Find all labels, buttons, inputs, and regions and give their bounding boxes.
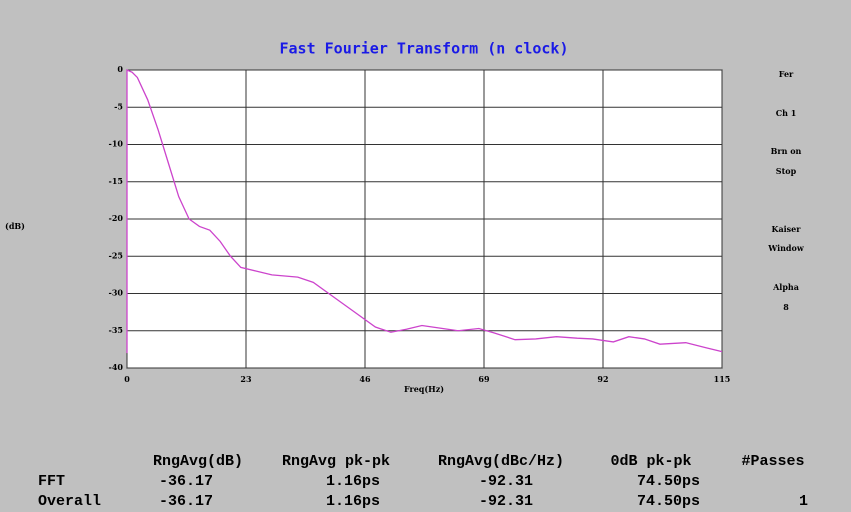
y-tick-label: -35 [109,325,123,335]
table-header: RngAvg(dBc/Hz) [438,453,564,470]
status-label: Brn on [771,146,802,156]
chart-title: Fast Fourier Transform (n clock) [280,40,569,58]
x-tick-label: 69 [478,374,490,384]
row-label: Overall [38,493,101,510]
y-tick-label: -30 [109,288,124,298]
x-tick-label: 0 [124,374,130,384]
status-label: Stop [776,166,797,176]
table-cell: -92.31 [479,473,533,490]
x-axis-label: Freq(Hz) [404,384,444,394]
row-label: FFT [38,473,65,490]
y-tick-label: -25 [109,250,123,260]
status-label: Ch 1 [776,108,797,118]
table-cell: 1.16ps [326,473,380,490]
y-tick-label: -15 [109,176,123,186]
x-tick-label: 92 [597,374,608,384]
x-tick-label: 23 [240,374,252,384]
table-header: RngAvg(dB) [153,453,243,470]
table-cell: 74.50ps [637,493,700,510]
y-tick-label: -5 [114,101,123,111]
y-tick-label: 0 [117,64,123,74]
y-axis-label: (dB) [5,221,25,231]
table-cell: 1.16ps [326,493,380,510]
table-cell: -36.17 [159,493,213,510]
status-label: Window [767,243,805,253]
x-tick-label: 46 [359,374,371,384]
table-header: 0dB pk-pk [610,453,691,470]
table-header: #Passes [741,453,804,470]
table-cell: -92.31 [479,493,533,510]
status-label: Fer [779,69,794,79]
x-tick-label: 115 [714,374,731,384]
table-cell: -36.17 [159,473,213,490]
table-header: RngAvg pk-pk [282,453,390,470]
y-tick-label: -10 [109,139,124,149]
table-cell: 74.50ps [637,473,700,490]
y-tick-label: -20 [109,213,124,223]
status-label: 8 [783,302,789,312]
y-tick-label: -40 [109,362,124,372]
data-line [126,69,723,354]
status-label: Alpha [772,282,799,292]
status-label: Kaiser [772,224,802,234]
table-cell: 1 [799,493,808,510]
